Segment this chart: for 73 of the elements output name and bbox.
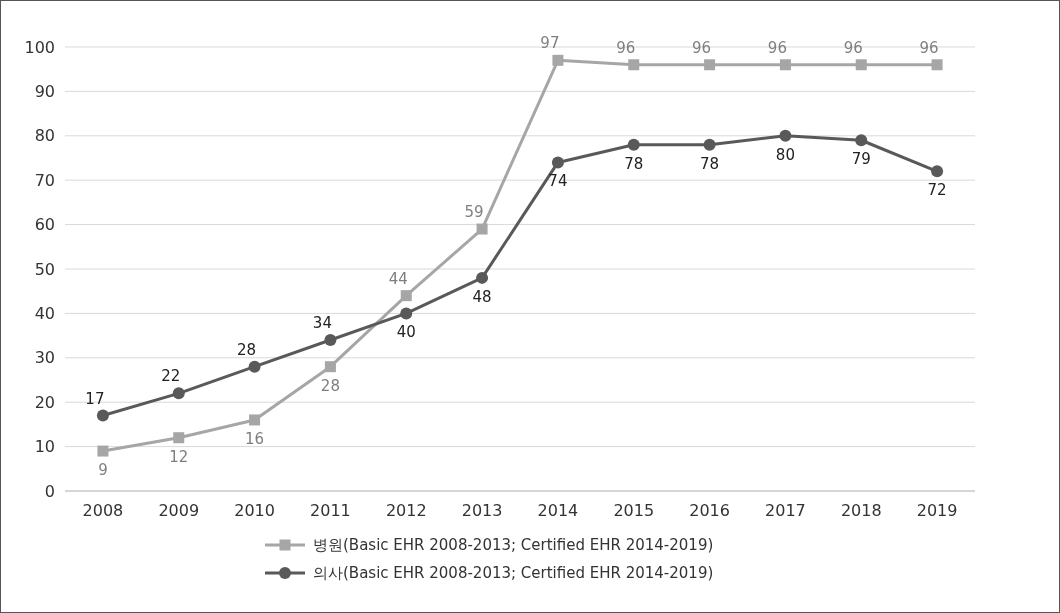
x-tick-label: 2018 bbox=[840, 501, 882, 520]
legend-label: 의사(Basic EHR 2008-2013; Certified EHR 2014-2019) bbox=[313, 564, 714, 583]
y-tick-label: 30 bbox=[34, 348, 55, 368]
point bbox=[627, 138, 640, 151]
y-tick-label: 80 bbox=[34, 126, 55, 146]
point bbox=[476, 223, 488, 235]
data-label: 74 bbox=[548, 172, 568, 191]
x-tick-label: 2012 bbox=[385, 501, 427, 520]
point bbox=[551, 156, 564, 169]
data-label: 72 bbox=[927, 181, 947, 200]
point bbox=[704, 59, 716, 71]
data-label: 48 bbox=[472, 287, 492, 306]
x-tick-label: 2011 bbox=[310, 501, 351, 520]
data-label: 28 bbox=[320, 376, 340, 395]
point bbox=[931, 59, 943, 71]
x-tick-label: 2019 bbox=[916, 501, 958, 520]
point bbox=[855, 59, 867, 71]
x-tick-label: 2014 bbox=[537, 501, 579, 520]
data-label: 78 bbox=[700, 154, 720, 173]
point bbox=[324, 334, 337, 347]
x-tick-label: 2009 bbox=[158, 501, 200, 520]
data-label: 9 bbox=[98, 461, 108, 480]
y-tick-label: 20 bbox=[34, 392, 55, 412]
data-label: 22 bbox=[161, 367, 181, 386]
y-tick-label: 90 bbox=[34, 82, 55, 101]
point bbox=[173, 432, 185, 444]
point bbox=[248, 360, 261, 373]
x-tick-label: 2008 bbox=[82, 501, 124, 520]
data-label: 96 bbox=[919, 38, 939, 57]
point bbox=[855, 134, 868, 147]
y-tick-label: 0 bbox=[44, 481, 55, 501]
point bbox=[628, 59, 640, 71]
data-label: 80 bbox=[775, 145, 795, 164]
point bbox=[476, 271, 489, 284]
point bbox=[400, 307, 413, 320]
point bbox=[400, 290, 412, 302]
data-label: 96 bbox=[843, 38, 863, 57]
x-tick-label: 2013 bbox=[461, 501, 503, 520]
data-label: 17 bbox=[85, 389, 105, 408]
y-tick-label: 40 bbox=[34, 304, 55, 323]
point bbox=[779, 129, 792, 142]
y-tick-label: 100 bbox=[24, 37, 55, 57]
data-label: 28 bbox=[237, 340, 257, 359]
y-tick-label: 50 bbox=[34, 259, 55, 279]
y-tick-label: 60 bbox=[34, 215, 55, 235]
x-tick-label: 2010 bbox=[234, 501, 275, 520]
x-tick-label: 2016 bbox=[689, 501, 730, 520]
data-label: 78 bbox=[624, 154, 644, 173]
point bbox=[172, 387, 185, 400]
point bbox=[931, 165, 944, 178]
point bbox=[552, 54, 564, 66]
point bbox=[97, 445, 109, 457]
data-label: 79 bbox=[851, 150, 871, 169]
data-label: 34 bbox=[312, 314, 332, 333]
point bbox=[96, 409, 109, 422]
y-tick-label: 10 bbox=[34, 437, 55, 457]
point bbox=[779, 59, 791, 71]
point bbox=[249, 414, 261, 426]
x-tick-label: 2015 bbox=[613, 501, 655, 520]
data-label: 97 bbox=[540, 34, 560, 53]
data-label: 96 bbox=[767, 38, 787, 57]
data-label: 16 bbox=[245, 429, 265, 448]
data-label: 96 bbox=[692, 38, 712, 57]
data-label: 96 bbox=[616, 38, 636, 57]
point bbox=[703, 138, 716, 151]
data-label: 12 bbox=[169, 447, 189, 466]
x-tick-label: 2017 bbox=[765, 501, 806, 520]
data-label: 44 bbox=[388, 269, 408, 288]
y-tick-label: 70 bbox=[34, 170, 55, 190]
legend-label: 병원(Basic EHR 2008-2013; Certified EHR 2014-2019) bbox=[313, 536, 714, 555]
point bbox=[324, 361, 336, 373]
data-label: 59 bbox=[464, 203, 484, 222]
data-label: 40 bbox=[396, 323, 416, 342]
